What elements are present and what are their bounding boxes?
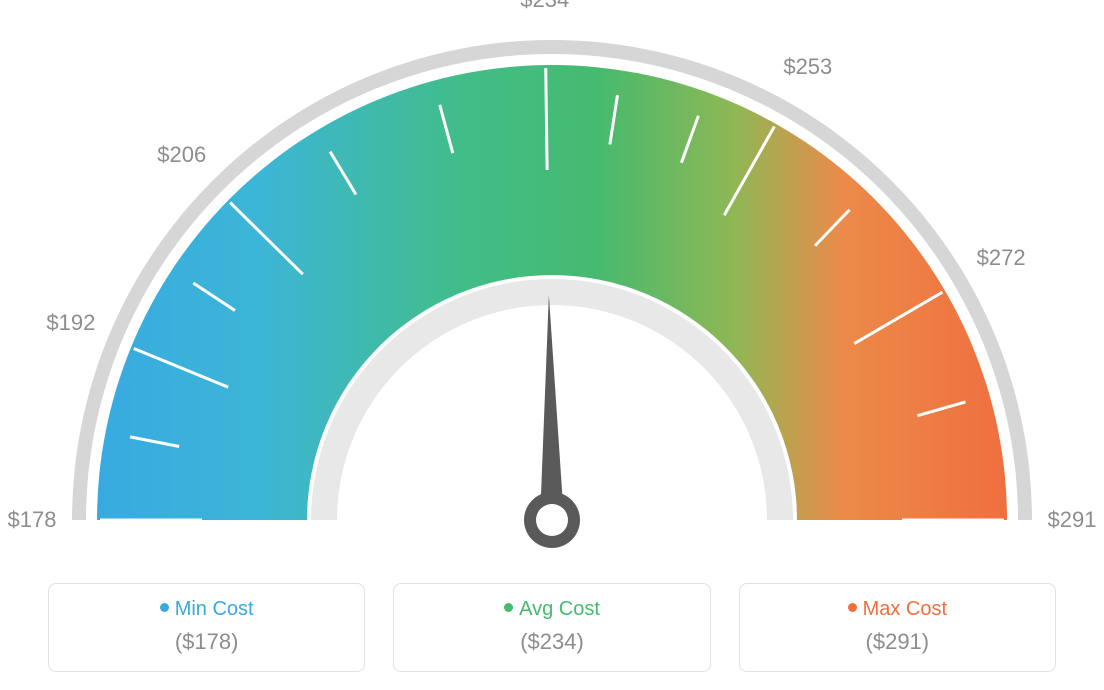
gauge-tick-label: $206	[157, 142, 206, 168]
dot-icon	[504, 603, 513, 612]
gauge-tick-label: $291	[1048, 507, 1097, 533]
gauge-tick-label: $192	[46, 310, 95, 336]
legend-max-value: ($291)	[740, 629, 1055, 655]
gauge-area: $178 $192 $206 $234 $253 $272 $291	[0, 0, 1104, 570]
gauge-needle-hub-hole	[536, 504, 568, 536]
legend-card-max: Max Cost ($291)	[739, 583, 1056, 672]
cost-gauge-chart: $178 $192 $206 $234 $253 $272 $291 Min Cost ($…	[0, 0, 1104, 690]
legend-card-avg: Avg Cost ($234)	[393, 583, 710, 672]
dot-icon	[848, 603, 857, 612]
legend-min-text: Min Cost	[175, 598, 254, 620]
legend-label-max: Max Cost	[740, 598, 1055, 621]
legend-row: Min Cost ($178) Avg Cost ($234) Max Cost…	[48, 583, 1056, 672]
gauge-tick-label: $234	[520, 0, 569, 13]
dot-icon	[160, 603, 169, 612]
legend-avg-text: Avg Cost	[519, 598, 600, 620]
legend-label-avg: Avg Cost	[394, 598, 709, 621]
gauge-svg	[0, 0, 1104, 570]
gauge-tick-label: $272	[977, 245, 1026, 271]
gauge-major-tick	[546, 68, 547, 170]
legend-max-text: Max Cost	[863, 598, 947, 620]
legend-card-min: Min Cost ($178)	[48, 583, 365, 672]
legend-avg-value: ($234)	[394, 629, 709, 655]
legend-min-value: ($178)	[49, 629, 364, 655]
gauge-needle	[540, 295, 564, 520]
gauge-tick-label: $253	[783, 54, 832, 80]
legend-label-min: Min Cost	[49, 598, 364, 621]
gauge-tick-label: $178	[8, 507, 57, 533]
